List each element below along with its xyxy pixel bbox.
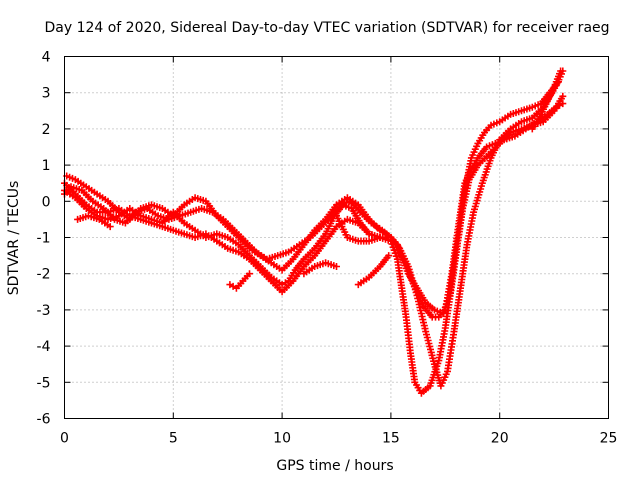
y-tick-label: -6	[37, 412, 51, 428]
y-tick-label: -3	[37, 303, 51, 319]
x-tick-label: 25	[600, 431, 618, 447]
x-tick-label: 20	[491, 431, 509, 447]
y-axis-label: SDTVAR / TECUs	[6, 181, 22, 296]
y-tick-label: -1	[37, 231, 51, 247]
data-point	[559, 67, 567, 75]
y-tick-label: 0	[42, 194, 51, 210]
x-tick-label: 5	[169, 431, 178, 447]
data-point	[376, 234, 384, 241]
x-tick-labels: 0 5 10 15 20 25	[60, 431, 617, 447]
y-tick-label: 1	[42, 158, 51, 174]
series-segment-7	[354, 252, 393, 289]
x-tick-label: 10	[273, 431, 291, 447]
x-tick-label: 15	[382, 431, 400, 447]
series-segment-6	[333, 212, 384, 245]
y-tick-label: -2	[37, 267, 51, 283]
y-tick-label: -4	[37, 339, 51, 355]
series-segment-8	[300, 259, 340, 278]
data-series	[61, 67, 567, 397]
data-point	[385, 252, 393, 260]
series-track-3	[61, 67, 565, 390]
series-track-4	[61, 92, 567, 317]
y-tick-labels: -6 -5 -4 -3 -2 -1 0 1 2 3 4	[37, 50, 51, 428]
x-tick-label: 0	[60, 431, 69, 447]
series-segment-10	[528, 67, 567, 133]
y-tick-label: -5	[37, 375, 51, 391]
data-point	[333, 263, 340, 270]
y-tick-label: 2	[42, 122, 51, 138]
chart-title: Day 124 of 2020, Sidereal Day-to-day VTE…	[44, 20, 609, 36]
series-segment-5	[226, 270, 253, 292]
y-tick-label: 3	[42, 86, 51, 102]
y-tick-label: 4	[42, 50, 51, 66]
data-point	[559, 92, 567, 100]
axis-ticks	[64, 56, 609, 419]
grid-lines	[64, 56, 609, 419]
series-segment-9	[74, 212, 114, 231]
x-axis-label: GPS time / hours	[276, 458, 393, 474]
data-point	[246, 270, 253, 278]
data-point	[106, 223, 114, 231]
